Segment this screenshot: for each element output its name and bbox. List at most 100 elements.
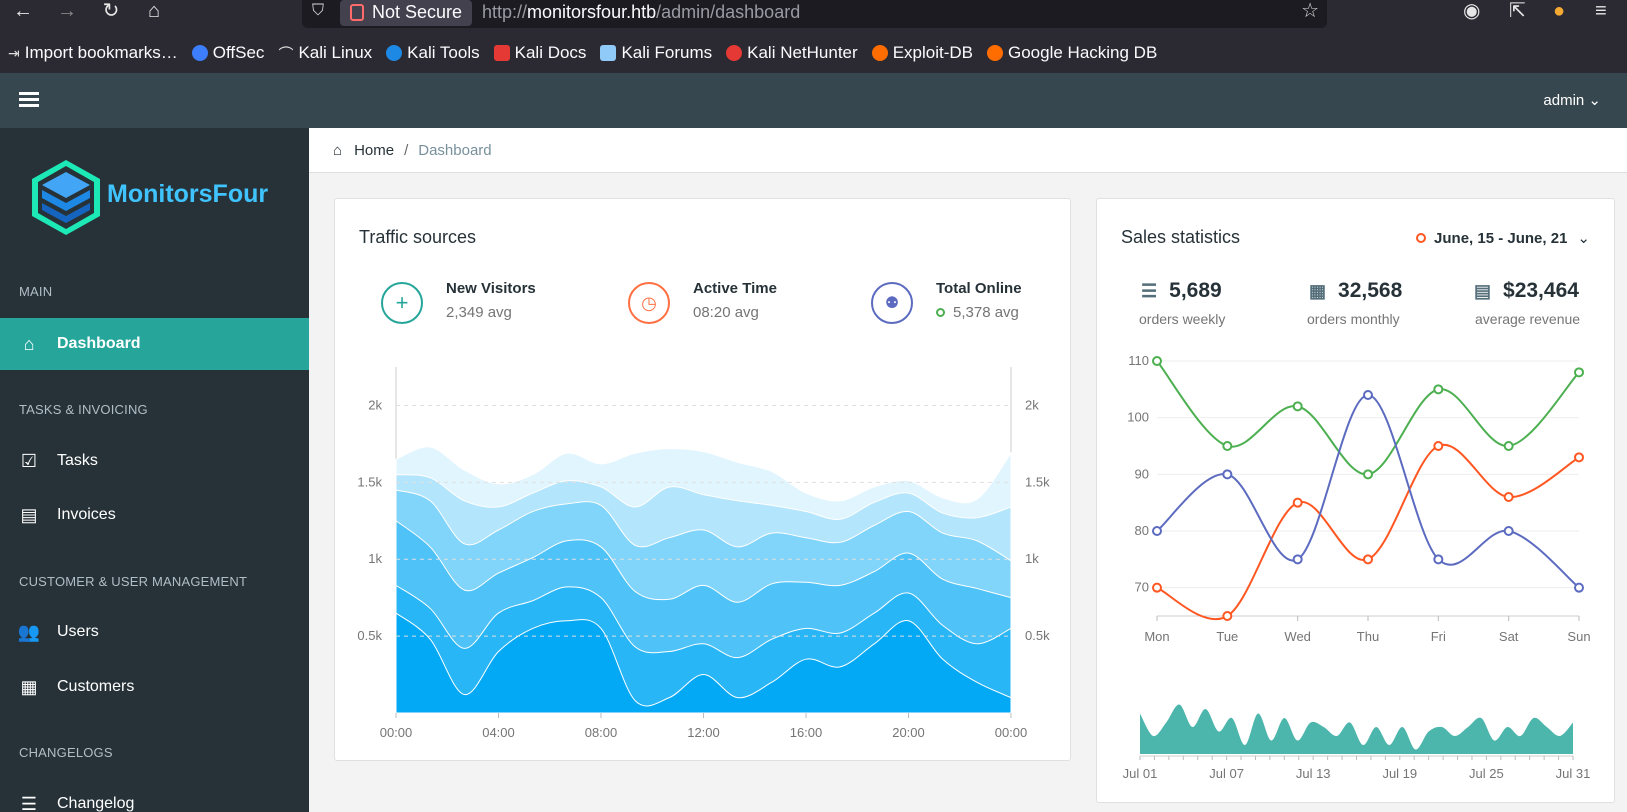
breadcrumb-current: Dashboard: [418, 141, 492, 159]
x-tick-label: 12:00: [687, 725, 720, 740]
traffic-sources-card: Traffic sources + New Visitors 2,349 avg…: [334, 198, 1071, 761]
x-tick-label: Jul 25: [1469, 766, 1504, 781]
stat-value: $23,464: [1503, 279, 1579, 302]
breadcrumb-home[interactable]: Home: [354, 141, 395, 159]
hamburger-menu-icon[interactable]: [19, 92, 39, 108]
online-dot: [936, 308, 945, 317]
bookmark-label: Kali Docs: [514, 43, 587, 62]
stat-label: orders monthly: [1307, 311, 1400, 327]
url-host: monitorsfour.htb: [527, 2, 657, 22]
briefcase-icon: ▦: [20, 676, 38, 697]
kali-dragon-icon: ⌒: [278, 45, 294, 63]
bookmark-kali-forums[interactable]: Kali Forums: [600, 43, 712, 63]
sales-point: [1222, 469, 1233, 480]
breadcrumb: ⌂ Home / Dashboard: [309, 128, 1627, 173]
bookmark-exploit-db[interactable]: Exploit-DB: [871, 43, 973, 63]
stat-label: New Visitors: [446, 280, 536, 297]
sidebar-item-users[interactable]: 👥 Users: [0, 606, 309, 658]
user-menu[interactable]: admin ⌄: [1543, 91, 1601, 109]
cash-icon: ▤: [1474, 280, 1492, 301]
kali-docs-icon: [493, 45, 510, 61]
sales-point: [1292, 401, 1303, 412]
bookmark-kali-linux[interactable]: ⌒ Kali Linux: [278, 43, 372, 64]
x-tick-label: Wed: [1284, 629, 1311, 644]
bookmark-label: Google Hacking DB: [1008, 43, 1158, 62]
nethunter-icon: [726, 45, 743, 61]
chevron-down-icon: ⌄: [1588, 92, 1601, 109]
list-icon: ☰: [1141, 280, 1158, 301]
stat-label: Total Online: [936, 280, 1022, 297]
date-range-select[interactable]: June, 15 - June, 21 ⌄: [1416, 229, 1590, 247]
url-path: /admin/dashboard: [656, 2, 801, 22]
sales-point: [1222, 611, 1233, 621]
bookmark-kali-tools[interactable]: Kali Tools: [386, 43, 480, 63]
sidebar-item-tasks[interactable]: ☑ Tasks: [0, 435, 309, 487]
y-tick-label: 110: [1128, 353, 1149, 368]
card-title: Sales statistics: [1121, 227, 1241, 247]
breadcrumb-separator: /: [404, 141, 409, 159]
sales-point: [1503, 441, 1514, 451]
kali-tools-icon: [386, 45, 403, 61]
range-dot: [1416, 233, 1427, 243]
bookmark-offsec[interactable]: OffSec: [191, 43, 265, 63]
menu-icon[interactable]: ≡: [1595, 0, 1607, 22]
home-icon: ⌂: [23, 333, 35, 354]
back-icon[interactable]: ←: [13, 0, 33, 22]
sales-point: [1292, 554, 1303, 565]
bookmark-label: Kali NetHunter: [747, 43, 858, 62]
y-tick-label: 1.5k: [1025, 474, 1050, 489]
sidebar-item-dashboard[interactable]: ⌂ Dashboard: [0, 318, 309, 370]
x-tick-label: Jul 07: [1209, 766, 1244, 781]
bookmark-star-icon[interactable]: ☆: [1301, 0, 1319, 22]
sidebar-item-label: Users: [57, 623, 99, 640]
url-prefix: http://: [482, 2, 528, 22]
sidebar-item-label: Dashboard: [57, 335, 141, 352]
sales-point: [1363, 469, 1373, 480]
sales-line-chart: 70 80 90 100 110 Mon Tue Wed Thu Fri Sat Sun: [1127, 353, 1590, 644]
x-tick-label: Jul 13: [1296, 766, 1331, 781]
reload-icon[interactable]: ↻: [102, 0, 120, 22]
x-tick-label: 08:00: [585, 725, 618, 740]
offsec-icon: [191, 45, 208, 61]
exploit-db-icon: [871, 45, 888, 61]
sales-point: [1433, 554, 1444, 565]
bookmark-kali-nethunter[interactable]: Kali NetHunter: [726, 43, 858, 63]
section-changelogs: CHANGELOGS: [19, 745, 113, 760]
sidebar-item-invoices[interactable]: ▤ Invoices: [0, 489, 309, 541]
stat-label: average revenue: [1475, 311, 1581, 327]
y-tick-label: 0.5k: [1025, 628, 1050, 643]
sales-point: [1292, 497, 1303, 508]
bookmark-import[interactable]: ⇥ Import bookmarks…: [8, 43, 178, 63]
extensions-icon[interactable]: ⇱: [1509, 0, 1526, 22]
bookmark-kali-docs[interactable]: Kali Docs: [493, 43, 587, 63]
average-revenue-stat: ▤ $23,464: [1474, 279, 1579, 303]
sales-point: [1574, 452, 1584, 463]
broken-lock-icon: [350, 4, 364, 21]
app-header: admin ⌄: [0, 73, 1627, 128]
forward-icon[interactable]: →: [57, 0, 77, 22]
stat-value: 08:20 avg: [693, 304, 759, 321]
stat-label: Active Time: [693, 280, 777, 297]
y-tick-label: 90: [1135, 466, 1149, 481]
not-secure-badge[interactable]: Not Secure: [340, 0, 473, 26]
bookmark-label: OffSec: [212, 43, 265, 62]
account-icon[interactable]: ◉: [1463, 0, 1481, 22]
monthly-sparkline-chart: Jul 01 Jul 07 Jul 13 Jul 19 Jul 25 Jul 31: [1123, 704, 1590, 781]
bookmark-label: Kali Linux: [298, 43, 373, 62]
shield-icon[interactable]: ⛉: [312, 2, 325, 19]
orders-weekly-stat: ☰ 5,689: [1141, 279, 1222, 303]
sidebar-item-changelog[interactable]: ☰ Changelog: [0, 778, 309, 812]
sales-point: [1574, 582, 1584, 593]
kali-web-icon[interactable]: ●: [1553, 0, 1566, 22]
sales-point: [1152, 582, 1162, 593]
url-bar[interactable]: ⛉ Not Secure http://monitorsfour.htb/adm…: [302, 0, 1327, 28]
x-tick-label: 16:00: [790, 725, 823, 740]
x-tick-label: 20:00: [892, 725, 925, 740]
y-tick-label: 2k: [368, 397, 382, 412]
sidebar-item-customers[interactable]: ▦ Customers: [0, 661, 309, 713]
url-text[interactable]: http://monitorsfour.htb/admin/dashboard: [482, 0, 800, 24]
sales-point: [1363, 554, 1373, 565]
bookmark-google-hacking-db[interactable]: Google Hacking DB: [987, 43, 1157, 63]
ghdb-icon: [987, 45, 1003, 61]
home-icon[interactable]: ⌂: [147, 0, 161, 22]
